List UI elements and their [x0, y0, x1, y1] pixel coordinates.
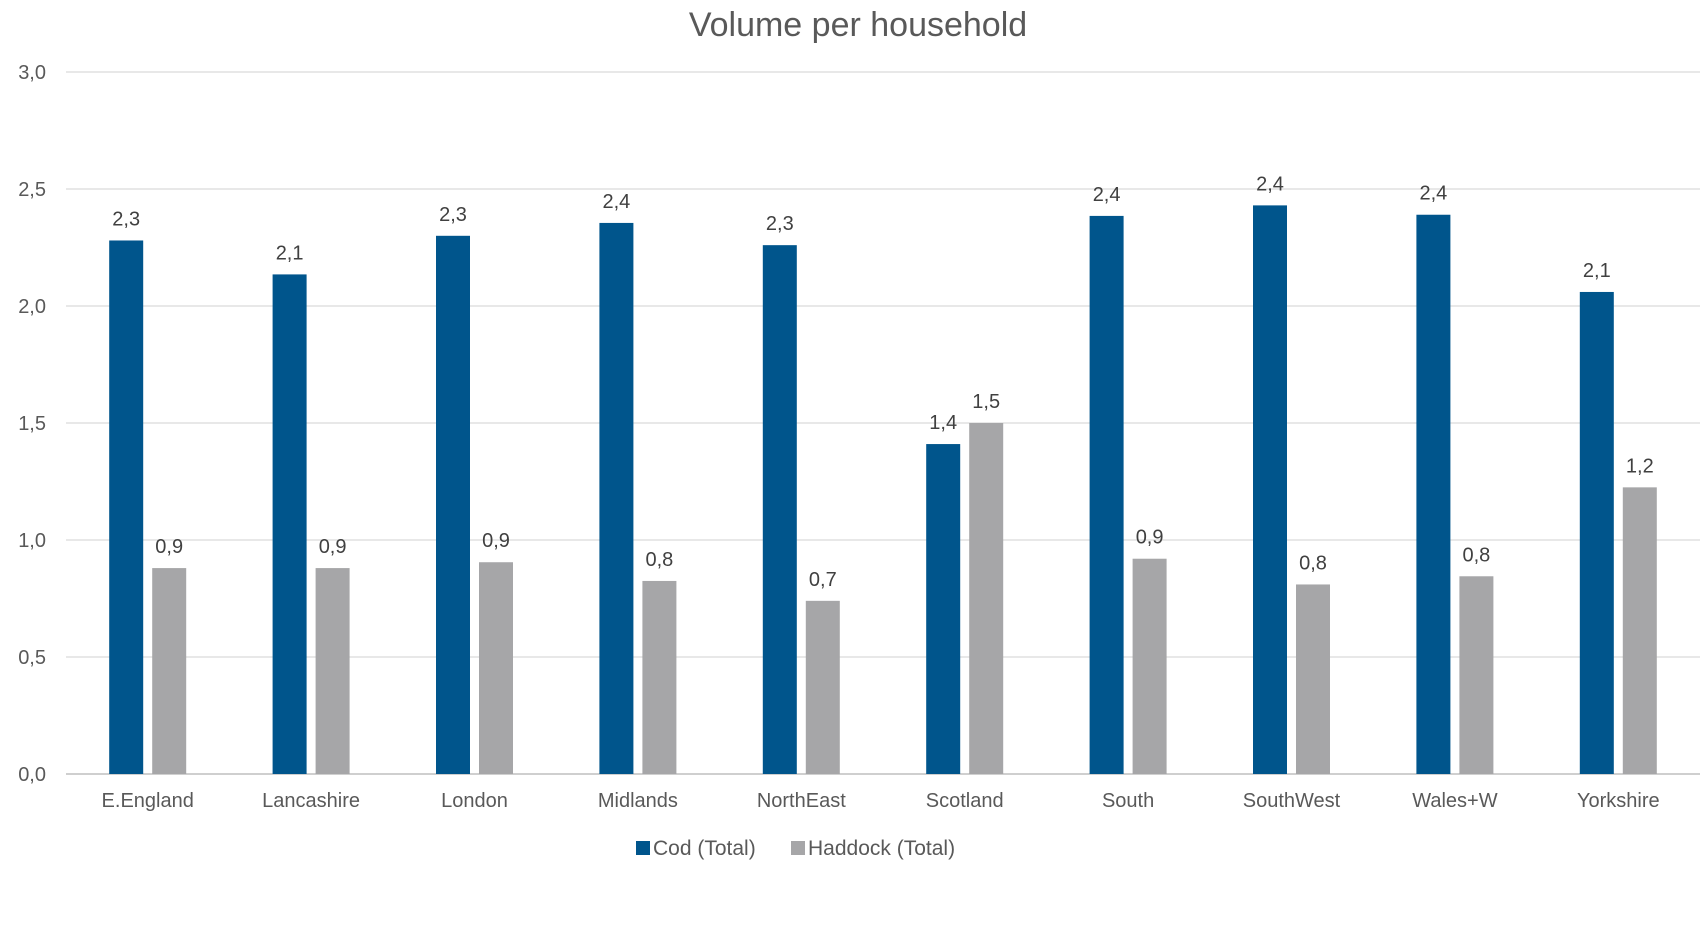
cod-bar-SouthWest [1253, 205, 1287, 774]
data-label: 1,4 [929, 412, 957, 434]
data-label: 0,7 [809, 569, 837, 591]
data-label: 0,9 [155, 536, 183, 558]
data-label: 2,3 [439, 204, 467, 226]
x-tick-label: SouthWest [1243, 790, 1341, 812]
x-tick-label: E.England [102, 790, 194, 812]
data-label: 0,9 [319, 536, 347, 558]
data-label: 0,8 [1462, 544, 1490, 566]
cod-bar-London [436, 235, 470, 775]
haddock-legend-swatch [791, 841, 805, 855]
cod-bar-Midlands [599, 222, 634, 774]
data-label: 2,4 [1256, 173, 1284, 195]
data-label: 0,8 [1299, 552, 1327, 574]
data-label: 1,5 [972, 391, 1000, 413]
gridlines [66, 71, 1700, 775]
x-tick-label: NorthEast [757, 790, 846, 812]
data-label: 2,4 [1093, 184, 1121, 206]
haddock-bar-South [1132, 558, 1167, 774]
data-label: 2,4 [602, 191, 630, 213]
x-tick-label: Wales+W [1412, 790, 1498, 812]
data-label: 0,9 [1136, 527, 1164, 549]
y-tick-label: 3,0 [18, 62, 46, 84]
y-tick-label: 1,5 [18, 413, 46, 435]
haddock-bar-NorthEast [805, 600, 840, 774]
haddock-bar-Midlands [642, 580, 677, 774]
legend-label: Haddock (Total) [808, 837, 955, 860]
y-tick-label: 0,5 [18, 647, 46, 669]
y-tick-label: 2,5 [18, 179, 46, 201]
haddock-bar-Lancashire [315, 568, 350, 774]
y-tick-label: 2,0 [18, 296, 46, 318]
haddock-bar-Wales+W [1459, 576, 1494, 774]
x-tick-label: London [441, 790, 508, 812]
cod-bar-South [1089, 215, 1124, 774]
data-label: 2,1 [1583, 260, 1611, 282]
data-label: 2,3 [766, 213, 794, 235]
x-tick-label: Scotland [926, 790, 1004, 812]
bars [109, 205, 1657, 775]
chart-title: Volume per household [689, 6, 1027, 44]
data-label: 2,1 [276, 242, 304, 264]
haddock-bar-Scotland [969, 423, 1004, 774]
cod-bar-Lancashire [272, 274, 307, 774]
x-tick-label: Yorkshire [1577, 790, 1660, 812]
cod-bar-Yorkshire [1579, 291, 1614, 774]
cod-legend-swatch [636, 841, 650, 855]
x-axis-ticks: E.England Lancashire London Midlands NorthEa… [102, 790, 1660, 812]
haddock-bar-SouthWest [1296, 584, 1330, 774]
y-axis-ticks: 0,0 0,5 1,0 1,5 2,0 2,5 3,0 [18, 62, 46, 786]
haddock-bar-Yorkshire [1622, 487, 1657, 774]
legend-label: Cod (Total) [653, 837, 756, 860]
haddock-bar-E.England [152, 568, 187, 774]
cod-bar-E.England [109, 240, 144, 775]
y-tick-label: 1,0 [18, 530, 46, 552]
data-label: 0,8 [645, 549, 673, 571]
x-tick-label: South [1102, 790, 1154, 812]
cod-bar-Wales+W [1416, 214, 1451, 775]
data-label: 1,2 [1626, 455, 1654, 477]
data-label: 2,4 [1419, 183, 1447, 205]
x-tick-label: Midlands [598, 790, 678, 812]
cod-bar-Scotland [926, 444, 961, 774]
haddock-bar-London [479, 562, 513, 774]
cod-bar-NorthEast [762, 245, 797, 774]
legend: Cod (Total) Haddock (Total) [636, 837, 955, 860]
data-label: 0,9 [482, 530, 510, 552]
y-tick-label: 0,0 [18, 764, 46, 786]
x-tick-label: Lancashire [262, 790, 360, 812]
data-labels: 2,3 0,9 2,1 0,9 2,3 0,9 2,4 0,8 2,3 0,7 1,4 1,5 2,4 0… [112, 173, 1653, 590]
data-label: 2,3 [112, 208, 140, 230]
